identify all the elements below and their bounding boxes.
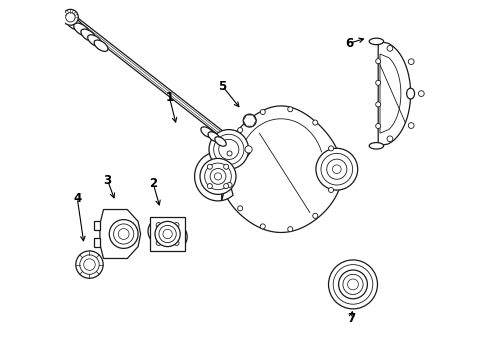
Circle shape [408, 123, 414, 129]
Circle shape [156, 222, 161, 228]
Polygon shape [243, 115, 256, 126]
Circle shape [313, 120, 318, 125]
Circle shape [200, 158, 236, 194]
Circle shape [347, 279, 358, 290]
Text: 1: 1 [165, 91, 173, 104]
Circle shape [328, 260, 377, 309]
Circle shape [227, 151, 232, 156]
Circle shape [155, 221, 180, 247]
Polygon shape [148, 218, 187, 250]
Text: 5: 5 [219, 80, 227, 93]
Circle shape [174, 240, 179, 246]
Circle shape [238, 127, 243, 132]
Circle shape [215, 173, 221, 180]
Polygon shape [380, 54, 401, 133]
Circle shape [329, 188, 334, 193]
Circle shape [288, 227, 293, 232]
Polygon shape [94, 221, 100, 230]
Circle shape [243, 114, 256, 127]
Circle shape [207, 184, 212, 189]
Circle shape [109, 220, 138, 248]
Circle shape [159, 225, 176, 243]
Ellipse shape [369, 38, 384, 45]
Text: 6: 6 [345, 37, 353, 50]
Circle shape [80, 255, 99, 274]
Ellipse shape [88, 35, 102, 46]
Circle shape [313, 213, 318, 219]
Circle shape [321, 153, 353, 185]
Circle shape [209, 130, 248, 169]
Circle shape [343, 274, 363, 294]
Circle shape [66, 13, 75, 22]
Polygon shape [220, 106, 343, 233]
Circle shape [418, 91, 424, 96]
Circle shape [260, 109, 265, 114]
Circle shape [376, 123, 381, 129]
Circle shape [387, 136, 393, 142]
Ellipse shape [81, 29, 96, 41]
Circle shape [174, 222, 179, 228]
Ellipse shape [65, 16, 83, 31]
Text: 2: 2 [149, 177, 157, 190]
Circle shape [84, 259, 95, 270]
Circle shape [156, 240, 161, 246]
Polygon shape [67, 12, 250, 157]
Ellipse shape [201, 127, 214, 138]
Circle shape [316, 148, 358, 190]
Polygon shape [94, 238, 100, 247]
Ellipse shape [94, 40, 108, 51]
Circle shape [376, 59, 381, 64]
Circle shape [246, 117, 253, 124]
Circle shape [238, 206, 243, 211]
Circle shape [223, 164, 229, 169]
Circle shape [210, 168, 226, 184]
Polygon shape [378, 41, 411, 146]
Circle shape [114, 224, 134, 244]
Text: 4: 4 [73, 192, 81, 204]
Circle shape [219, 139, 239, 159]
Ellipse shape [369, 143, 384, 149]
Circle shape [118, 229, 129, 239]
Circle shape [260, 224, 265, 229]
Polygon shape [150, 217, 185, 251]
Ellipse shape [407, 88, 415, 99]
Circle shape [227, 183, 232, 188]
Circle shape [387, 45, 393, 51]
Text: 3: 3 [103, 174, 112, 186]
Ellipse shape [74, 23, 89, 36]
Circle shape [205, 163, 231, 190]
Circle shape [223, 184, 229, 189]
Polygon shape [195, 152, 233, 201]
Circle shape [408, 59, 414, 64]
Polygon shape [100, 210, 141, 258]
Circle shape [163, 229, 172, 239]
Circle shape [63, 9, 78, 25]
Ellipse shape [208, 132, 220, 142]
Circle shape [214, 134, 244, 165]
Circle shape [329, 146, 334, 151]
Circle shape [333, 265, 373, 304]
Circle shape [376, 102, 381, 107]
Circle shape [76, 251, 103, 278]
Text: 7: 7 [347, 312, 355, 325]
Circle shape [207, 164, 212, 169]
Circle shape [245, 146, 252, 153]
Circle shape [288, 107, 293, 112]
Circle shape [333, 165, 341, 174]
Circle shape [339, 270, 368, 299]
Circle shape [327, 159, 347, 179]
Ellipse shape [215, 137, 226, 146]
Circle shape [376, 80, 381, 85]
